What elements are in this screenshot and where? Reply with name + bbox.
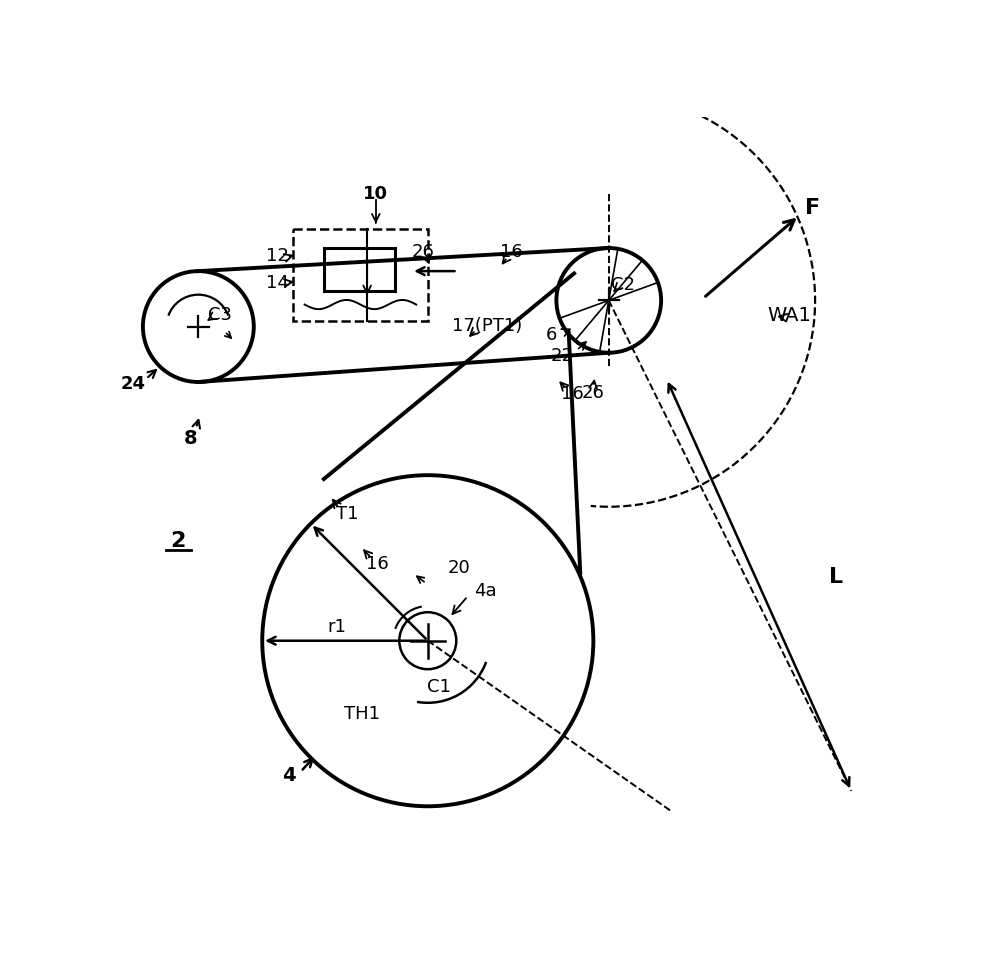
Bar [324,248,395,291]
Text: L: L [829,567,843,587]
Text: F: F [805,198,820,218]
Text: 16: 16 [561,386,584,403]
Text: C2: C2 [611,276,635,294]
Text: 10: 10 [363,185,388,203]
Text: 6: 6 [545,326,557,344]
Text: T1: T1 [336,505,358,523]
Text: 16: 16 [366,554,389,573]
Bar [293,228,428,321]
Text: 4: 4 [282,766,296,785]
Text: 17(PT1): 17(PT1) [452,317,523,335]
Text: 26: 26 [582,384,605,402]
Text: 14: 14 [266,273,289,292]
Text: C3: C3 [208,306,232,324]
Text: 16: 16 [500,243,523,261]
Text: r1: r1 [327,618,346,635]
Text: 2: 2 [170,531,185,550]
Text: 26: 26 [411,243,434,261]
Text: WA1: WA1 [768,306,812,325]
Text: 8: 8 [184,428,197,448]
Text: 12: 12 [266,247,289,264]
Text: TH1: TH1 [344,705,380,723]
Text: 4a: 4a [474,582,497,599]
Text: C1: C1 [427,678,451,696]
Text: 24: 24 [120,376,145,393]
Text: 22: 22 [551,346,574,365]
Text: 20: 20 [447,558,470,577]
